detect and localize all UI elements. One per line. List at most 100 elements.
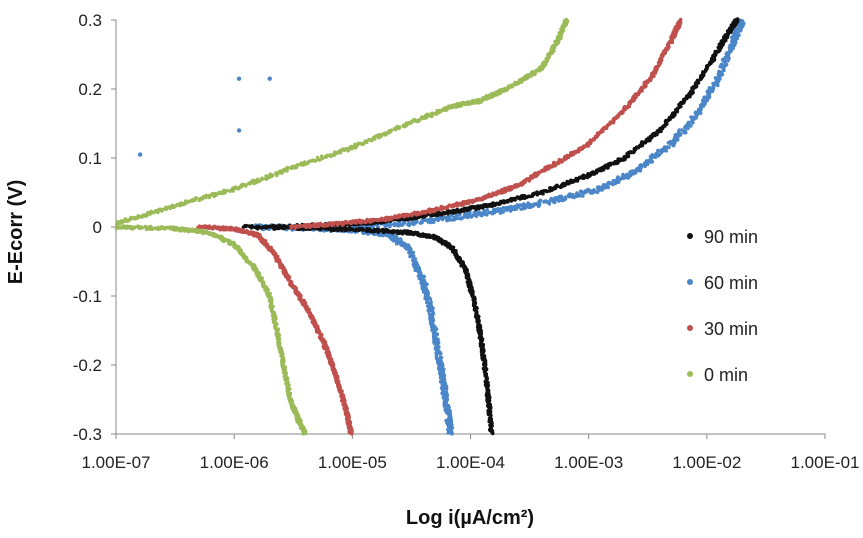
outlier-point	[138, 152, 142, 156]
series-point	[441, 388, 445, 392]
series-point	[365, 218, 369, 222]
series-point	[141, 226, 145, 230]
series-point	[721, 64, 725, 68]
outlier-point	[268, 76, 272, 80]
series-point	[584, 145, 588, 149]
series-point	[392, 239, 396, 243]
series-point	[442, 373, 446, 377]
series-point	[639, 166, 643, 170]
series-point	[609, 181, 613, 185]
series-point	[434, 342, 438, 346]
series-point	[502, 210, 506, 214]
series-point	[571, 194, 575, 198]
series-point	[597, 185, 601, 189]
series-point	[702, 99, 706, 103]
series-point	[564, 197, 568, 201]
series-point	[250, 225, 254, 229]
series-point	[391, 236, 395, 240]
series-point	[355, 219, 359, 223]
series-point	[405, 244, 409, 248]
series-point	[429, 297, 433, 301]
series-point	[350, 432, 354, 436]
series-point	[646, 163, 650, 167]
series-point	[449, 426, 453, 430]
series-point	[678, 20, 682, 24]
series-point	[422, 288, 426, 292]
series-point	[439, 352, 443, 356]
series-point	[361, 228, 365, 232]
series-point	[443, 216, 447, 220]
series-point	[564, 20, 568, 24]
series-point	[432, 337, 436, 341]
series-point	[543, 200, 547, 204]
series-point	[321, 157, 325, 161]
series-point	[666, 145, 670, 149]
series-point	[734, 20, 738, 24]
series-point	[621, 173, 625, 177]
series-point	[485, 208, 489, 212]
series-point	[684, 129, 688, 133]
series-point	[271, 173, 275, 177]
series-point	[429, 301, 433, 305]
series-point	[587, 188, 591, 192]
series-point	[304, 225, 308, 229]
series-point	[425, 283, 429, 287]
series-point	[395, 242, 399, 246]
series-point	[651, 160, 655, 164]
series-point	[445, 387, 449, 391]
series-point	[511, 83, 515, 87]
series-point	[736, 37, 740, 41]
series-point	[485, 213, 489, 217]
series-point	[440, 356, 444, 360]
series-point	[286, 166, 290, 170]
series-point	[538, 203, 542, 207]
series-point	[267, 225, 271, 229]
series-point	[415, 220, 419, 224]
series-point	[475, 214, 479, 218]
series-point	[441, 391, 445, 395]
series-point	[676, 138, 680, 142]
series-point	[396, 224, 400, 228]
series-point	[408, 247, 412, 251]
series-point	[645, 159, 649, 163]
series-point	[508, 208, 512, 212]
series-point	[491, 432, 495, 436]
series-point	[389, 223, 393, 227]
series-point	[432, 319, 436, 323]
outlier-point	[237, 128, 241, 132]
series-point	[160, 208, 164, 212]
series-point	[613, 179, 617, 183]
series-point	[725, 52, 729, 56]
series-point	[439, 376, 443, 380]
series-point	[390, 128, 394, 132]
series-point	[393, 128, 397, 132]
series-point	[493, 208, 497, 212]
series-point	[283, 226, 287, 230]
series-point	[687, 121, 691, 125]
series-point	[434, 346, 438, 350]
series-point	[539, 199, 543, 203]
series-point	[686, 127, 690, 131]
series-point	[592, 188, 596, 192]
series-point	[419, 221, 423, 225]
series-point	[340, 229, 344, 233]
series-point	[431, 329, 435, 333]
series-point	[410, 214, 414, 218]
series-point	[194, 196, 198, 200]
series-point	[398, 125, 402, 129]
plot-series	[115, 17, 746, 435]
series-point	[409, 255, 413, 259]
series-point	[725, 55, 729, 59]
series-point	[431, 307, 435, 311]
series-point	[558, 195, 562, 199]
series-point	[711, 86, 715, 90]
series-point	[225, 189, 229, 193]
series-point	[678, 133, 682, 137]
series-point	[557, 199, 561, 203]
series-point	[412, 251, 416, 255]
series-point	[533, 202, 537, 206]
series-point	[197, 229, 201, 233]
series-point	[519, 203, 523, 207]
series-point	[673, 138, 677, 142]
